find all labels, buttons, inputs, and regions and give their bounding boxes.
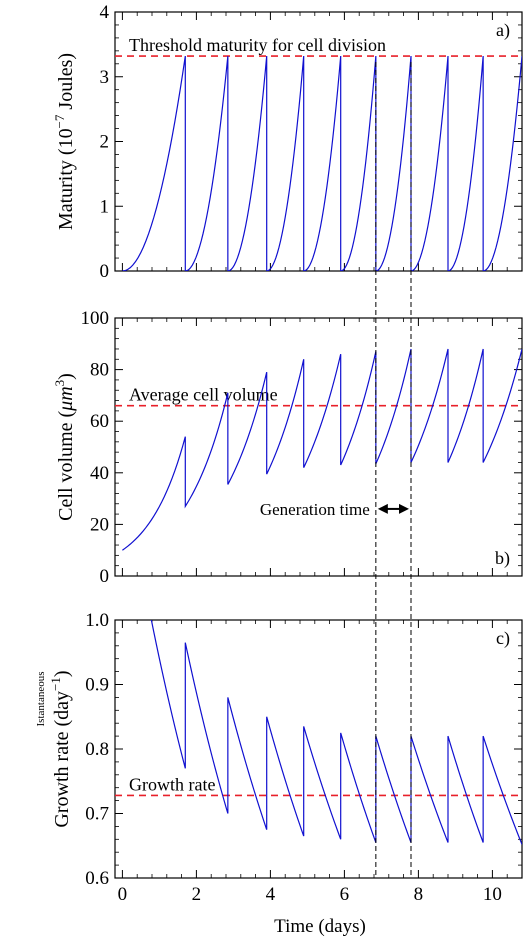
- y-axis-subtitle: Istantaneous: [35, 672, 47, 727]
- panel-3: 0.6 0.7 0.8 0.9 1.0 0 2 4 6 8 10 Growth rate c) Growt…: [35, 610, 523, 905]
- x-tick-label: 2: [192, 884, 202, 905]
- y-tick-label: 0.7: [85, 804, 109, 825]
- x-tick-label: 10: [483, 884, 502, 905]
- threshold-label: Threshold maturity for cell division: [129, 35, 386, 55]
- y-tick-label: 80: [90, 360, 109, 381]
- y-tick-label: 60: [90, 411, 109, 432]
- x-tick-label: 4: [266, 884, 276, 905]
- y-tick-label: 1.0: [85, 610, 109, 631]
- y-tick-label: 0.9: [85, 675, 109, 696]
- y-tick-label: 40: [90, 463, 109, 484]
- panel-label: b): [495, 548, 510, 569]
- y-tick-label: 2: [100, 132, 110, 153]
- y-tick-label: 0: [100, 566, 110, 587]
- x-axis-title: Time (days): [274, 916, 366, 937]
- y-tick-label: 1: [100, 196, 110, 217]
- series-group: [122, 55, 522, 271]
- series-group: [122, 348, 522, 551]
- x-tick-label: 6: [340, 884, 350, 905]
- threshold-label: Average cell volume: [129, 385, 278, 405]
- y-tick-label: 4: [100, 2, 110, 23]
- series-line: [122, 348, 522, 551]
- y-axis-title: Maturity (10−7 Joules): [52, 53, 77, 230]
- panel-label: c): [496, 628, 510, 649]
- y-tick-label: 100: [81, 308, 110, 329]
- panel-label: a): [496, 20, 510, 41]
- y-axis-title: Growth rate (day−1): [48, 670, 73, 827]
- series-line: [122, 55, 522, 271]
- generation-time-arrowhead-right: [399, 503, 409, 514]
- plot-frame: [114, 619, 523, 879]
- plot-frame: [114, 317, 523, 577]
- y-tick-label: 0: [100, 261, 110, 282]
- y-tick-label: 0.6: [85, 868, 109, 889]
- y-tick-label: 0.8: [85, 739, 109, 760]
- x-tick-label: 0: [118, 884, 128, 905]
- threshold-label: Growth rate: [129, 774, 215, 794]
- panel-1: 0 1 2 3 4 Threshold maturity for cell divisio…: [52, 2, 523, 282]
- series-line: [150, 620, 522, 845]
- generation-time-arrowhead-left: [377, 503, 388, 514]
- generation-time-label: Generation time: [260, 500, 370, 519]
- panel-2: 0 20 40 60 80 100 Average cell volume b) Cell vo…: [52, 308, 523, 587]
- x-tick-label: 8: [414, 884, 424, 905]
- y-tick-label: 20: [90, 514, 109, 535]
- y-tick-label: 3: [100, 67, 110, 88]
- series-group: [150, 620, 522, 845]
- y-axis-title: Cell volume (μm3): [52, 373, 77, 521]
